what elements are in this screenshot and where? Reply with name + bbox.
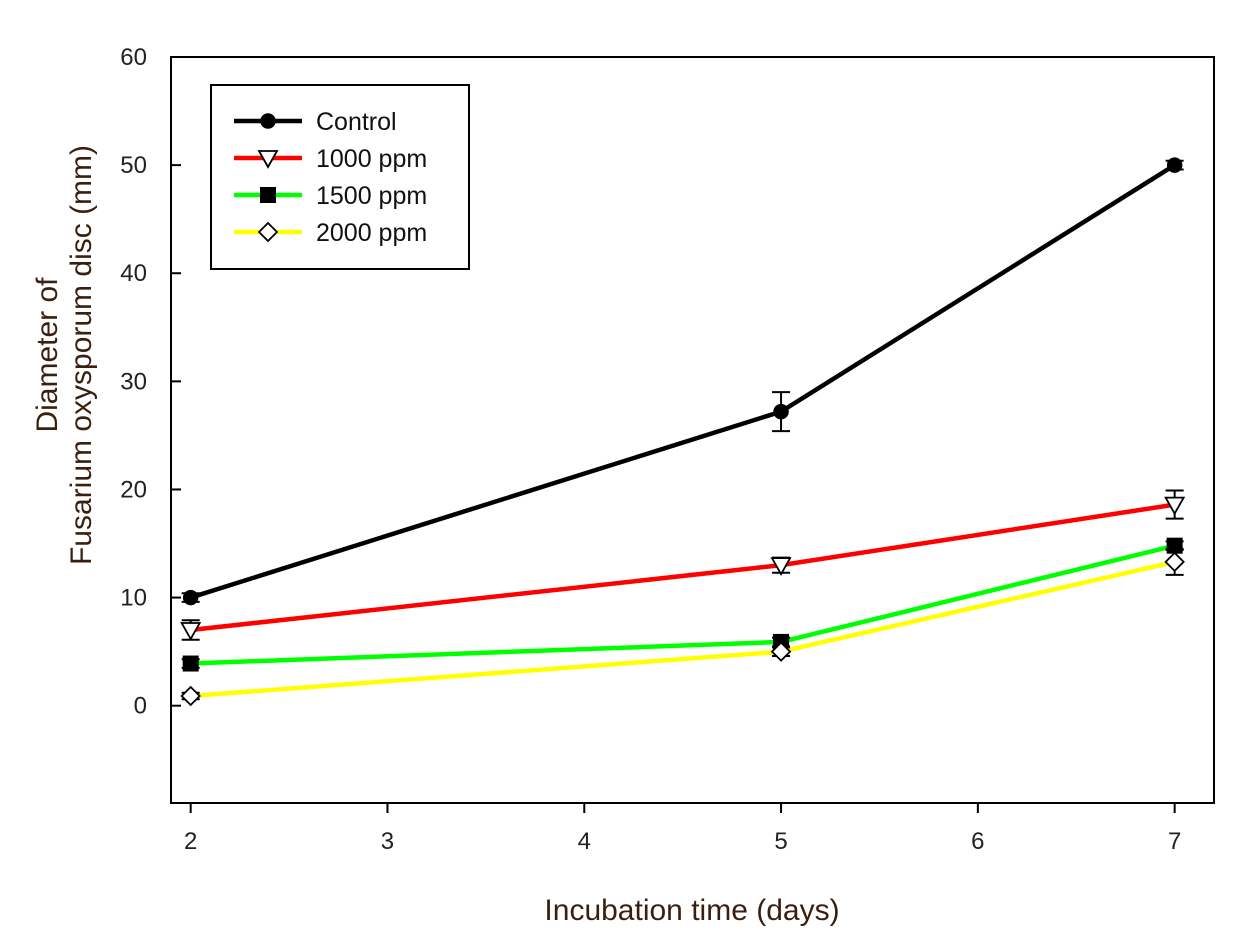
legend-label: 1000 ppm (316, 145, 427, 173)
series-1000-ppm (180, 489, 1186, 641)
x-axis-title: Incubation time (days) (544, 894, 839, 927)
legend-label: 1500 ppm (316, 182, 427, 210)
x-tick-label: 2 (184, 828, 197, 855)
x-tick-label: 3 (381, 828, 394, 855)
legend-entry: 1500 ppm (234, 182, 427, 210)
x-tick-label: 5 (774, 828, 787, 855)
x-tick-label: 7 (1168, 828, 1181, 855)
legend-entry: 2000 ppm (234, 219, 427, 247)
marker-triangle (257, 150, 279, 169)
y-tick-label: 0 (134, 693, 147, 720)
marker-triangle (1164, 496, 1186, 516)
y-axis-title: Diameter of Fusarium oxysporum disc (mm) (31, 145, 98, 565)
y-tick-label: 30 (120, 368, 147, 395)
marker-circle (182, 589, 199, 606)
marker-diamond (257, 221, 279, 243)
series-control (181, 157, 1184, 606)
y-axis-title-line-2: Fusarium oxysporum disc (mm) (65, 145, 98, 565)
x-axis: 2 3 4 5 6 7 (184, 803, 1181, 855)
legend-box (210, 84, 470, 270)
y-axis: 0 10 20 30 40 50 60 (120, 44, 181, 720)
legend-label: 2000 ppm (316, 219, 427, 247)
marker-circle (260, 113, 276, 129)
legend-label: Control (316, 108, 397, 136)
y-tick-label: 20 (120, 476, 147, 503)
marker-diamond (180, 685, 201, 707)
marker-triangle (180, 622, 202, 641)
series-layer (180, 157, 1186, 707)
y-tick-label: 60 (120, 44, 147, 71)
x-tick-label: 6 (971, 828, 984, 855)
legend-entry: Control (234, 108, 397, 136)
marker-square (182, 655, 199, 672)
marker-circle (1166, 157, 1183, 173)
y-axis-title-line-1: Diameter of (31, 277, 64, 433)
x-tick-label: 4 (578, 828, 591, 855)
marker-circle (773, 403, 789, 420)
y-tick-label: 10 (120, 585, 147, 612)
series-2000-ppm (180, 547, 1185, 707)
y-tick-label: 40 (120, 260, 147, 287)
marker-diamond (1164, 551, 1185, 573)
legend-entry: 1000 ppm (234, 145, 427, 173)
marker-triangle (770, 557, 792, 576)
y-tick-label: 50 (120, 152, 147, 179)
marker-diamond (770, 641, 792, 662)
marker-square (260, 187, 276, 203)
legend: Control 1000 ppm 1500 ppm 2000 ppm (210, 84, 470, 270)
